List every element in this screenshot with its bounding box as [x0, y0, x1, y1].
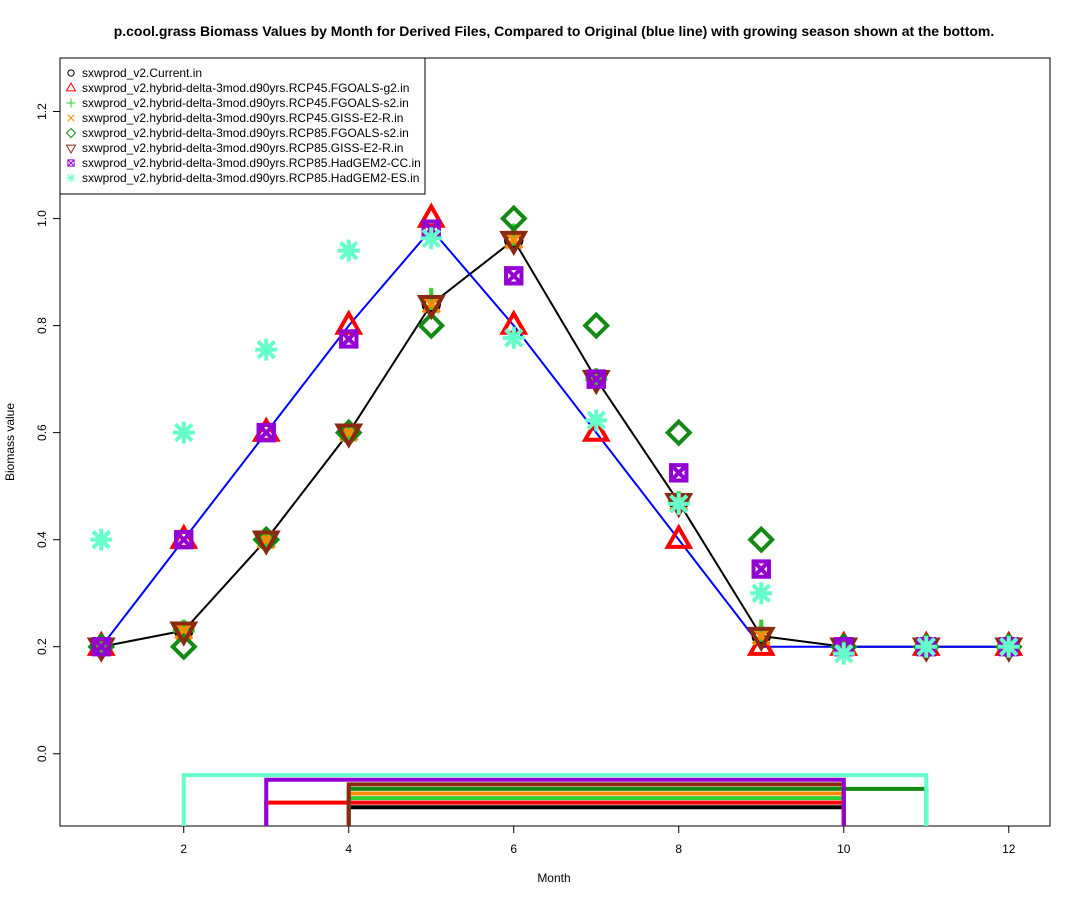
data-point: [585, 409, 608, 432]
legend-entry-label: sxwprod_v2.hybrid-delta-3mod.d90yrs.RCP8…: [82, 141, 403, 155]
y-tick-label: 0.4: [35, 531, 49, 548]
data-point: [997, 635, 1020, 658]
data-point: [339, 329, 359, 349]
x-tick-label: 8: [675, 842, 682, 856]
series-6-markers: [91, 219, 1019, 657]
series-7-markers: [90, 227, 1020, 665]
series-lines: [100, 227, 1009, 648]
data-point: [502, 326, 525, 349]
series-1-markers: [86, 202, 1024, 656]
x-tick-label: 12: [1002, 842, 1016, 856]
series-line: [101, 238, 1009, 648]
x-tick-label: 10: [837, 842, 851, 856]
data-point: [499, 204, 528, 233]
data-point: [420, 227, 443, 250]
data-point: [747, 525, 776, 554]
legend-entry-label: sxwprod_v2.hybrid-delta-3mod.d90yrs.RCP4…: [82, 96, 409, 110]
y-tick-label: 0.0: [35, 745, 49, 762]
y-tick-label: 1.0: [35, 210, 49, 227]
data-point: [582, 311, 611, 340]
data-point: [664, 418, 693, 447]
data-point: [746, 626, 776, 653]
data-point: [416, 295, 446, 321]
data-point: [169, 621, 199, 647]
legend-symbol: [65, 144, 77, 154]
series-0-markers: [91, 230, 1019, 657]
legend-entry-label: sxwprod_v2.Current.in: [82, 66, 202, 80]
data-point: [499, 230, 529, 257]
data-point: [251, 530, 281, 556]
data-point: [504, 266, 524, 286]
chart-title: p.cool.grass Biomass Values by Month for…: [114, 23, 995, 39]
growing-season-bars: [181, 773, 929, 826]
legend-entry-label: sxwprod_v2.hybrid-delta-3mod.d90yrs.RCP4…: [82, 81, 409, 95]
data-point: [334, 423, 364, 449]
legend-entry-label: sxwprod_v2.hybrid-delta-3mod.d90yrs.RCP4…: [82, 111, 403, 125]
x-tick-label: 2: [180, 842, 187, 856]
data-point: [581, 416, 611, 442]
data-point: [915, 635, 938, 658]
legend-entry-label: sxwprod_v2.hybrid-delta-3mod.d90yrs.RCP8…: [82, 126, 409, 140]
data-point: [586, 369, 606, 389]
legend-symbol: [66, 173, 76, 183]
legend-box: [59, 57, 426, 195]
growing-season-bar: [264, 777, 846, 826]
data-point: [256, 422, 276, 443]
series-4-markers: [87, 204, 1023, 661]
data-point: [91, 637, 111, 657]
data-point: [174, 529, 194, 550]
x-tick-label: 4: [345, 842, 352, 856]
y-axis-label: Biomass value: [3, 403, 17, 481]
data-markers: [86, 202, 1024, 665]
series-3-markers: [91, 230, 1019, 657]
data-point: [669, 463, 689, 483]
series-2-markers: [90, 223, 1020, 658]
legend-symbol: [67, 114, 75, 122]
x-axis: 2 4 6 8 10 12: [180, 825, 1016, 856]
legend: sxwprod_v2.Current.insxwprod_v2.hybrid-d…: [59, 57, 426, 195]
data-point: [417, 311, 446, 340]
data-point: [172, 421, 195, 444]
data-point: [750, 582, 773, 605]
growing-season-bar: [346, 805, 846, 826]
data-point: [255, 338, 278, 361]
data-point: [664, 523, 694, 549]
y-axis: 0.0 0.2 0.4 0.6 0.8 1.0 1.2: [35, 103, 61, 762]
reference-line: [100, 227, 1009, 648]
legend-entry-label: sxwprod_v2.hybrid-delta-3mod.d90yrs.RCP8…: [82, 171, 419, 185]
data-point: [416, 202, 446, 228]
series-5-markers: [86, 230, 1024, 663]
data-point: [832, 642, 855, 665]
x-axis-label: Month: [537, 871, 570, 885]
data-point: [337, 239, 360, 262]
legend-symbol: [65, 82, 77, 92]
legend-entry-label: sxwprod_v2.hybrid-delta-3mod.d90yrs.RCP8…: [82, 156, 421, 170]
data-point: [667, 492, 690, 515]
x-tick-label: 6: [510, 842, 517, 856]
y-tick-label: 0.8: [35, 317, 49, 334]
y-tick-label: 0.6: [35, 424, 49, 441]
data-point: [90, 528, 113, 551]
legend-symbol: [67, 69, 75, 77]
data-point: [169, 632, 198, 661]
y-tick-label: 0.2: [35, 638, 49, 655]
growing-season-bar: [181, 773, 929, 826]
data-point: [751, 559, 771, 579]
legend-symbol: [66, 98, 76, 108]
y-tick-label: 1.2: [35, 103, 49, 120]
legend-symbol: [65, 127, 77, 139]
legend-symbol: [67, 159, 75, 167]
